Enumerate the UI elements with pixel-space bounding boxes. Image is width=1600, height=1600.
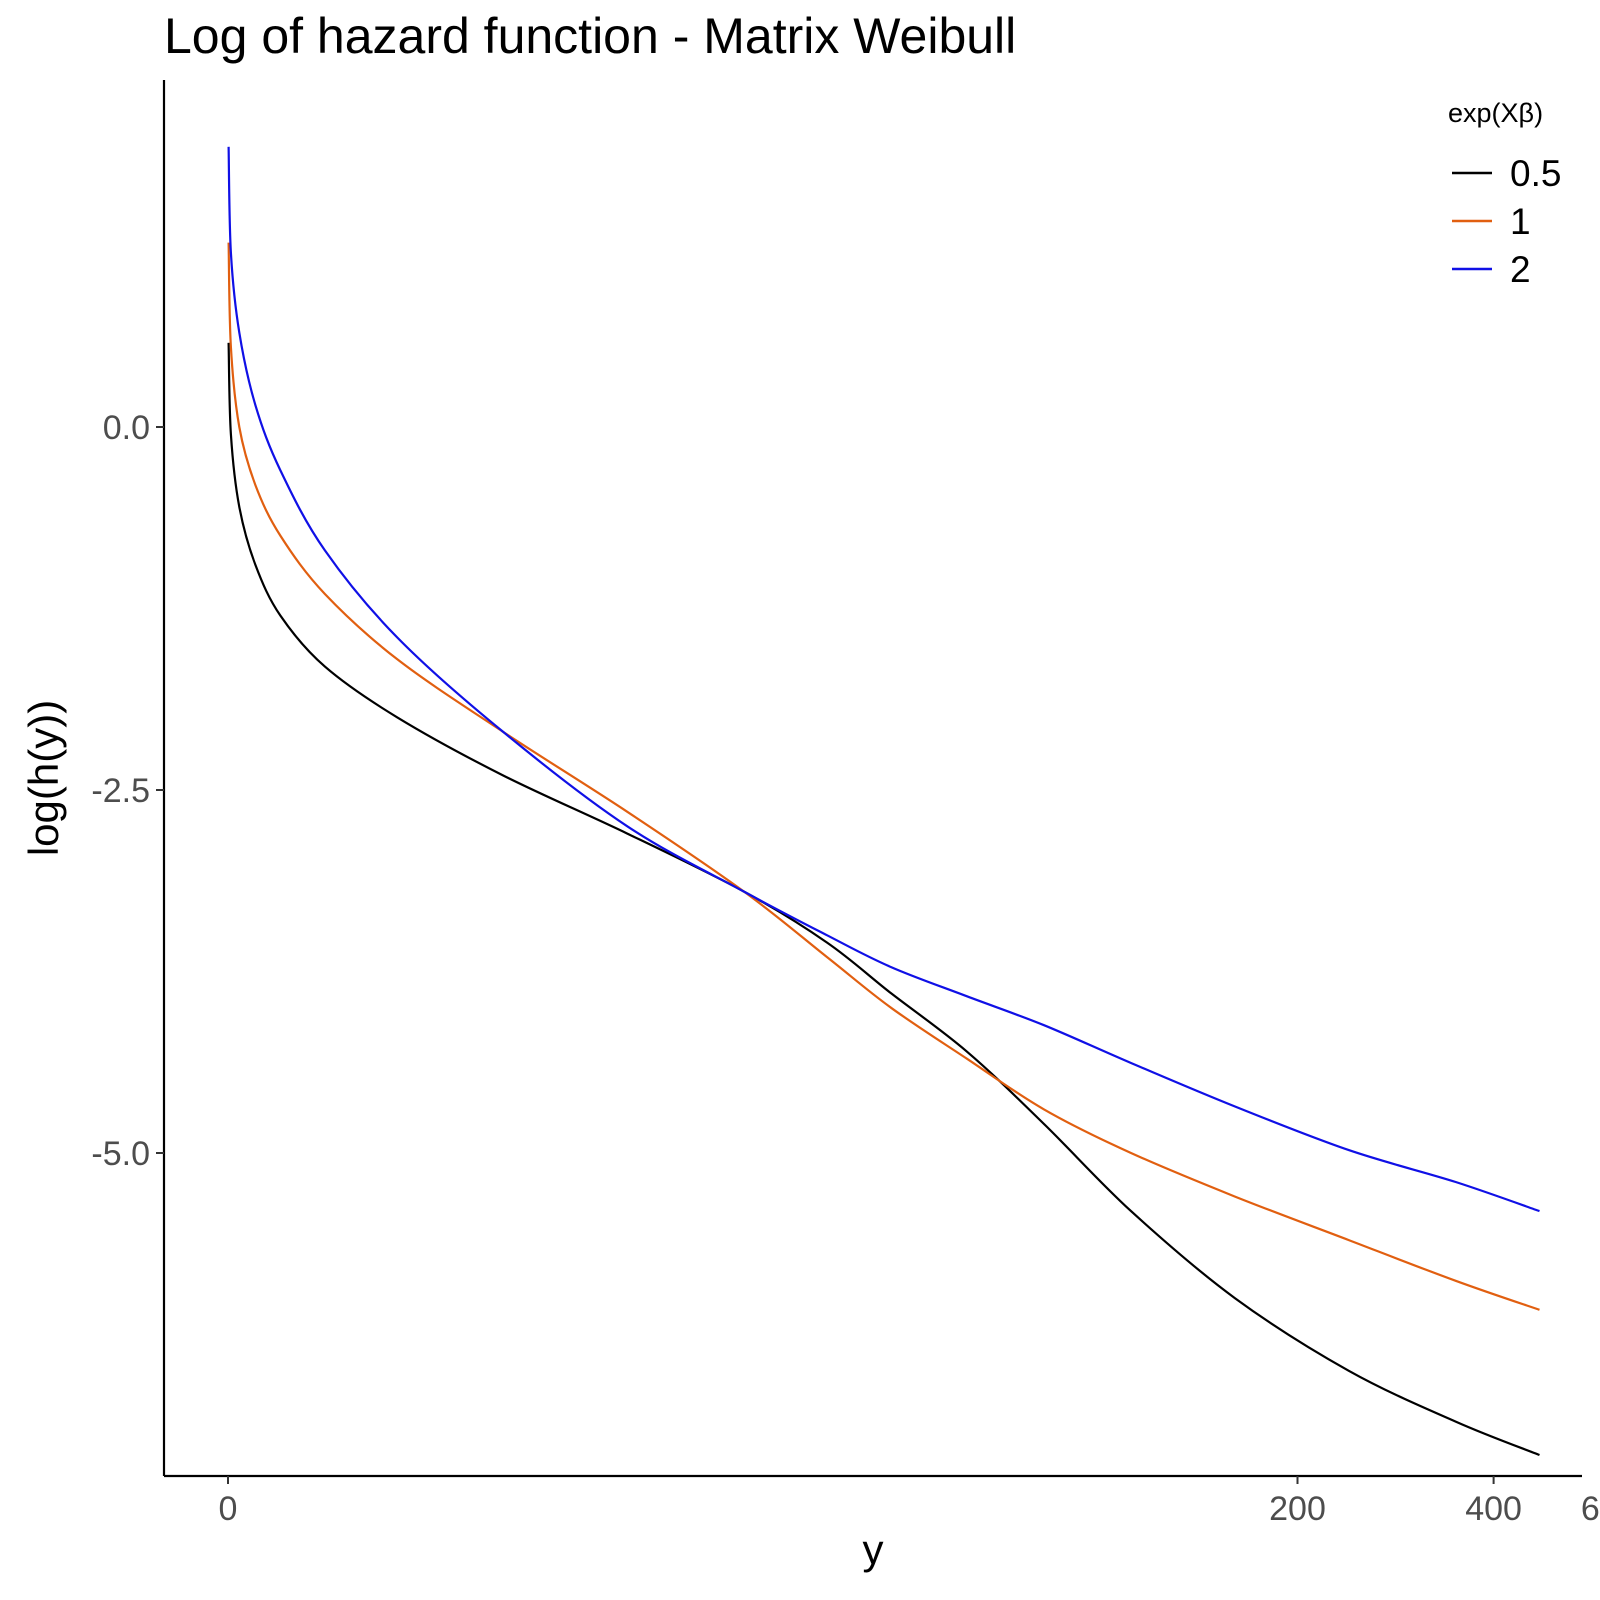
x-tick-label: 600 bbox=[1581, 1490, 1600, 1528]
legend: exp(Xβ) 0.5 1 2 bbox=[1448, 98, 1561, 290]
series-line-0-5 bbox=[227, 342, 1540, 1457]
legend-label: 1 bbox=[1510, 201, 1531, 242]
y-axis-title: log(h(y)) bbox=[20, 700, 67, 856]
legend-title: exp(Xβ) bbox=[1448, 98, 1543, 128]
chart-title: Log of hazard function - Matrix Weibull bbox=[164, 8, 1016, 64]
x-axis-title: y bbox=[863, 1526, 884, 1573]
series-lines bbox=[227, 146, 1540, 1457]
y-tick-label: -5.0 bbox=[91, 1135, 150, 1173]
y-tick-label: 0.0 bbox=[103, 409, 150, 447]
y-ticks: 0.0 -2.5 -5.0 bbox=[91, 409, 164, 1173]
legend-label: 2 bbox=[1510, 249, 1531, 290]
y-tick-label: -2.5 bbox=[91, 772, 150, 810]
series-line-1 bbox=[227, 242, 1540, 1311]
legend-items: 0.5 1 2 bbox=[1452, 153, 1561, 290]
x-ticks: 0 200 400 600 bbox=[219, 1476, 1600, 1528]
x-tick-label: 200 bbox=[1269, 1490, 1326, 1528]
legend-label: 0.5 bbox=[1510, 153, 1561, 194]
x-tick-label: 400 bbox=[1465, 1490, 1522, 1528]
series-line-2 bbox=[227, 146, 1540, 1213]
x-tick-label: 0 bbox=[219, 1490, 238, 1528]
axes bbox=[162, 80, 1582, 1478]
